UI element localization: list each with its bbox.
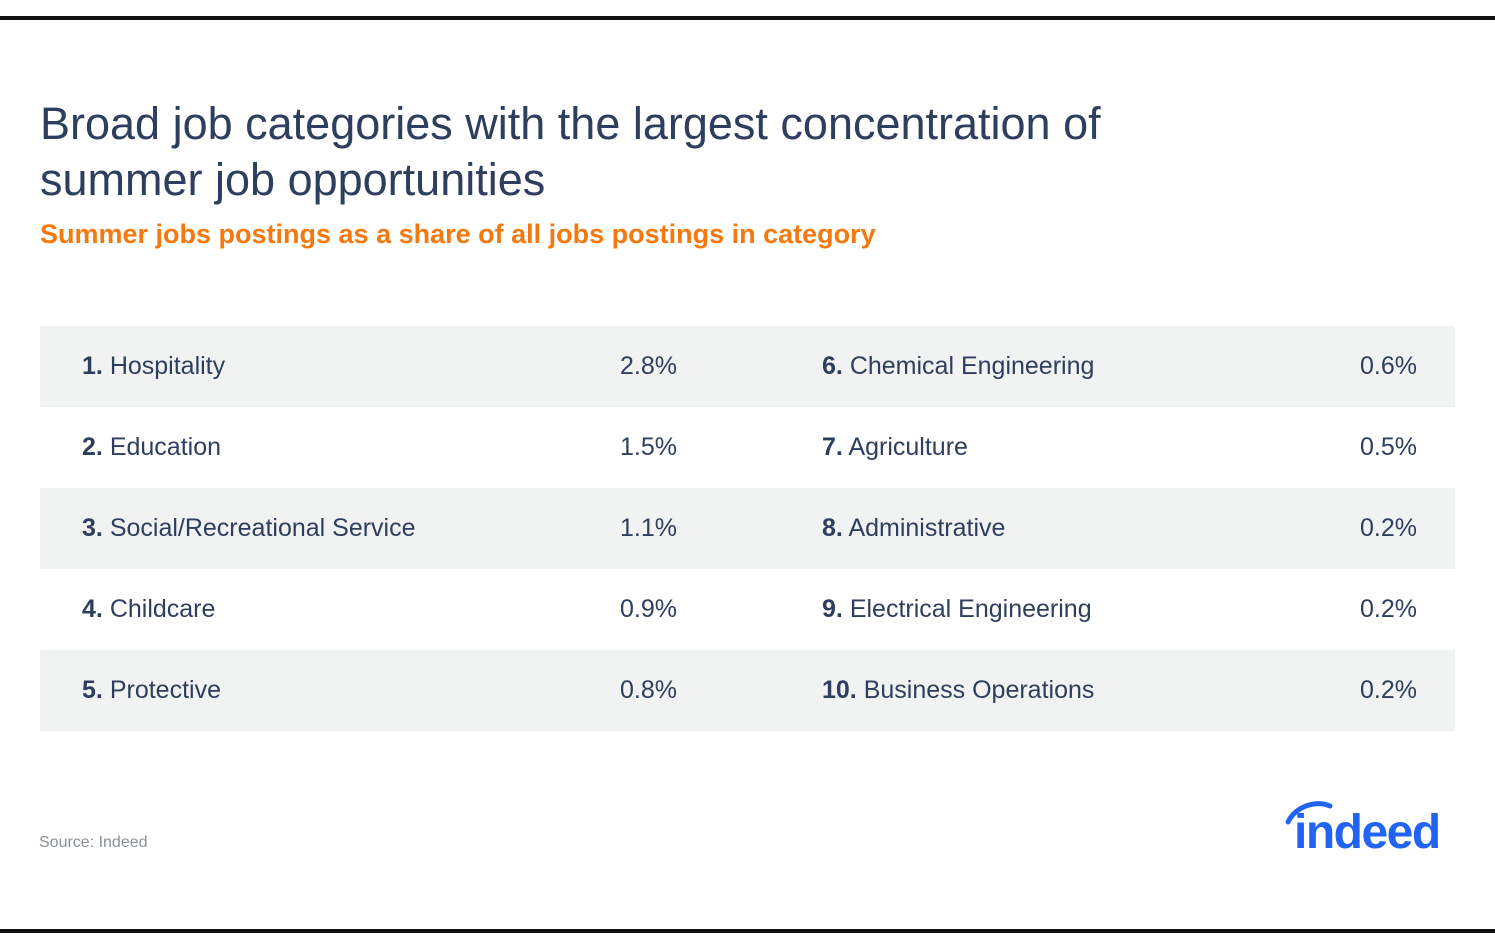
rank-number: 8. (822, 514, 843, 542)
bottom-rule (0, 929, 1495, 933)
category-name: Hospitality (109, 352, 226, 380)
share-value: 0.9% (620, 595, 677, 623)
category-label: 6. Chemical Engineering (822, 326, 1094, 407)
share-value: 0.2% (1360, 595, 1417, 623)
category-label: 7. Agriculture (822, 407, 968, 488)
table-row: 2. Education 1.5% 7. Agriculture 0.5% (40, 407, 1455, 488)
chart-subtitle: Summer jobs postings as a share of all j… (40, 219, 876, 249)
category-label: 5. Protective (82, 650, 221, 731)
share-value: 0.8% (620, 676, 677, 704)
source-note: Source: Indeed (39, 834, 148, 851)
ranking-table: 1. Hospitality 2.8% 6. Chemical Engineer… (40, 326, 1455, 731)
share-value: 0.5% (1360, 433, 1417, 461)
share-value: 1.1% (620, 514, 677, 542)
top-rule (0, 16, 1495, 20)
rank-number: 2. (82, 433, 103, 461)
indeed-logo: indeed (1285, 801, 1441, 856)
table-row: 5. Protective 0.8% 10. Business Operatio… (40, 650, 1455, 731)
category-name: Electrical Engineering (849, 595, 1092, 623)
share-value: 1.5% (620, 433, 677, 461)
rank-number: 10. (822, 676, 857, 704)
table-row: 3. Social/Recreational Service 1.1% 8. A… (40, 488, 1455, 569)
rank-number: 1. (82, 352, 103, 380)
rank-number: 4. (82, 595, 103, 623)
rank-number: 6. (822, 352, 843, 380)
category-name: Protective (109, 676, 221, 704)
share-value: 2.8% (620, 352, 677, 380)
category-name: Education (109, 433, 222, 461)
category-name: Business Operations (863, 676, 1095, 704)
share-value: 0.6% (1360, 352, 1417, 380)
category-label: 8. Administrative (822, 488, 1005, 569)
category-label: 9. Electrical Engineering (822, 569, 1092, 650)
rank-number: 5. (82, 676, 103, 704)
category-name: Administrative (848, 514, 1006, 542)
table-row: 1. Hospitality 2.8% 6. Chemical Engineer… (40, 326, 1455, 407)
category-label: 1. Hospitality (82, 326, 225, 407)
category-label: 2. Education (82, 407, 221, 488)
category-name: Agriculture (848, 433, 968, 461)
category-label: 3. Social/Recreational Service (82, 488, 416, 569)
rank-number: 3. (82, 514, 103, 542)
share-value: 0.2% (1360, 676, 1417, 704)
category-label: 4. Childcare (82, 569, 215, 650)
share-value: 0.2% (1360, 514, 1417, 542)
category-name: Social/Recreational Service (109, 514, 416, 542)
chart-title: Broad job categories with the largest co… (40, 98, 1101, 205)
table-row: 4. Childcare 0.9% 9. Electrical Engineer… (40, 569, 1455, 650)
logo-wordmark: indeed (1294, 806, 1440, 856)
rank-number: 7. (822, 433, 843, 461)
category-label: 10. Business Operations (822, 650, 1094, 731)
category-name: Childcare (109, 595, 216, 623)
logo-arc (1285, 801, 1333, 825)
rank-number: 9. (822, 595, 843, 623)
category-name: Chemical Engineering (849, 352, 1095, 380)
